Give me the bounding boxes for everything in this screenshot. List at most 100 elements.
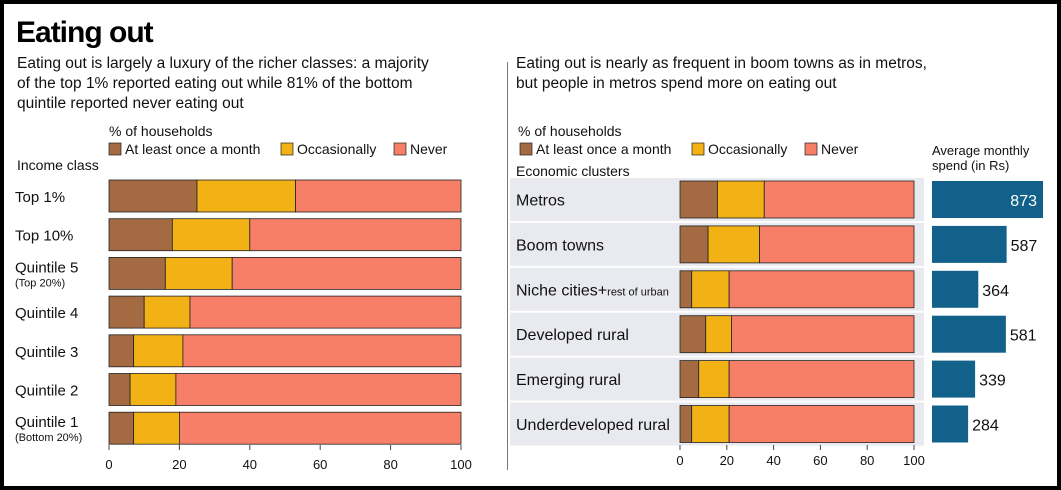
spend-value-label: 581 — [1010, 328, 1037, 345]
cluster-x-tick-label: 0 — [676, 453, 683, 468]
left-subtitle-line: of the top 1% reported eating out while … — [17, 75, 413, 92]
left-subtitle-line: quintile reported never eating out — [17, 95, 244, 112]
cluster-bar-segment — [698, 360, 730, 399]
income-category-sublabel: (Top 20%) — [15, 277, 65, 289]
income-bar-segment — [196, 179, 296, 213]
income-category-label: Quintile 3 — [15, 344, 78, 361]
spend-value-label: 364 — [982, 283, 1009, 300]
cluster-bar-segment — [717, 180, 765, 219]
right-subtitle-line: but people in metros spend more on eatin… — [516, 75, 837, 92]
income-legend-label: Occasionally — [297, 141, 376, 157]
income-bar-segment — [133, 411, 180, 445]
income-x-tick-label: 60 — [313, 457, 327, 472]
cluster-legend-swatch — [691, 142, 705, 156]
cluster-bar-segment — [707, 225, 760, 264]
cluster-bar-segment — [679, 405, 693, 443]
income-legend-label: Never — [410, 141, 448, 157]
cluster-category-label: Niche cities+rest of urban — [516, 282, 669, 299]
chart-title: Eating out — [16, 16, 154, 49]
income-bar-segment — [171, 218, 251, 252]
income-x-tick-label: 40 — [243, 457, 257, 472]
income-category-label: Top 1% — [15, 189, 65, 206]
cluster-x-tick-label: 80 — [860, 453, 874, 468]
income-legend-swatch — [393, 142, 407, 156]
cluster-legend-swatch — [519, 142, 533, 156]
income-bar-segment — [178, 411, 462, 445]
cluster-bar-segment — [728, 270, 915, 309]
income-category-axis-label: Income class — [17, 157, 99, 173]
spend-value-label: 873 — [1010, 193, 1037, 210]
spend-value-label: 284 — [972, 418, 999, 435]
spend-value-label: 339 — [979, 373, 1006, 390]
income-legend-swatch — [108, 142, 122, 156]
cluster-x-tick-label: 40 — [766, 453, 780, 468]
cluster-category-label: Boom towns — [516, 237, 604, 254]
income-bar-segment — [189, 295, 462, 329]
income-bar-segment — [295, 179, 462, 213]
income-bar-segment — [108, 218, 173, 252]
cluster-bar-segment — [679, 225, 709, 264]
income-bar-segment — [164, 256, 233, 290]
income-legend-label: At least once a month — [125, 141, 260, 157]
income-bar-segment — [133, 334, 184, 368]
spend-value-label: 587 — [1011, 238, 1038, 255]
cluster-legend-swatch — [804, 142, 818, 156]
cluster-bar-segment — [679, 270, 693, 309]
cluster-bar-segment — [728, 360, 915, 399]
right-subtitle: Eating out is nearly as frequent in boom… — [516, 54, 927, 94]
cluster-bar-segment — [705, 315, 732, 354]
cluster-x-tick-label: 60 — [813, 453, 827, 468]
spend-bar — [932, 181, 1043, 218]
income-bar-segment — [143, 295, 191, 329]
spend-bar — [932, 315, 1006, 353]
spend-bar — [932, 405, 969, 443]
income-bar-segment — [182, 334, 462, 368]
income-bar-segment — [249, 218, 462, 252]
chart-canvas: Eating out Eating out is largely a luxur… — [4, 4, 1057, 486]
cluster-category-name: Niche cities+ — [516, 282, 607, 299]
spend-bar — [932, 225, 1007, 263]
cluster-unit-label: % of households — [518, 123, 622, 139]
left-subtitle: Eating out is largely a luxury of the ri… — [17, 54, 429, 114]
cluster-bar-segment — [691, 270, 730, 309]
cluster-category-label: Underdeveloped rural — [516, 417, 670, 434]
cluster-category-label: Developed rural — [516, 327, 629, 344]
income-category-label: Top 10% — [15, 228, 73, 245]
income-x-tick-label: 20 — [172, 457, 186, 472]
cluster-category-label: Metros — [516, 193, 565, 210]
income-bar-segment — [108, 334, 135, 368]
income-bar-segment — [175, 373, 462, 406]
income-category-label: Quintile 1 — [15, 414, 78, 431]
cluster-x-tick-label: 100 — [903, 453, 925, 468]
cluster-bar-segment — [679, 360, 700, 399]
spend-bar — [932, 270, 979, 308]
income-legend-swatch — [280, 142, 294, 156]
income-bar-segment — [108, 179, 198, 213]
cluster-bar-segment — [763, 180, 915, 219]
spend-title-line: Average monthly — [932, 143, 1030, 158]
cluster-bar-segment — [728, 405, 915, 443]
income-bar-segment — [231, 256, 462, 290]
cluster-bar-segment — [679, 315, 707, 354]
income-unit-label: % of households — [109, 123, 213, 139]
right-subtitle-line: Eating out is nearly as frequent in boom… — [516, 55, 927, 72]
income-bar-segment — [129, 373, 177, 406]
income-category-label: Quintile 5 — [15, 259, 78, 276]
left-subtitle-line: Eating out is largely a luxury of the ri… — [17, 55, 429, 72]
spend-bar — [932, 360, 976, 398]
cluster-bar-segment — [691, 405, 730, 443]
income-x-tick-label: 80 — [383, 457, 397, 472]
income-x-tick-label: 0 — [105, 457, 112, 472]
cluster-category-sub: rest of urban — [607, 286, 669, 298]
income-bar-segment — [108, 295, 145, 329]
income-bar-segment — [108, 256, 166, 290]
cluster-legend-label: Never — [821, 141, 859, 157]
cluster-category-label: Emerging rural — [516, 372, 621, 389]
cluster-x-tick-label: 20 — [720, 453, 734, 468]
income-category-label: Quintile 4 — [15, 305, 78, 322]
cluster-bar-segment — [759, 225, 915, 264]
cluster-legend-label: Occasionally — [708, 141, 787, 157]
income-category-label: Quintile 2 — [15, 383, 78, 400]
panel-divider — [507, 62, 508, 470]
cluster-legend-label: At least once a month — [536, 141, 671, 157]
